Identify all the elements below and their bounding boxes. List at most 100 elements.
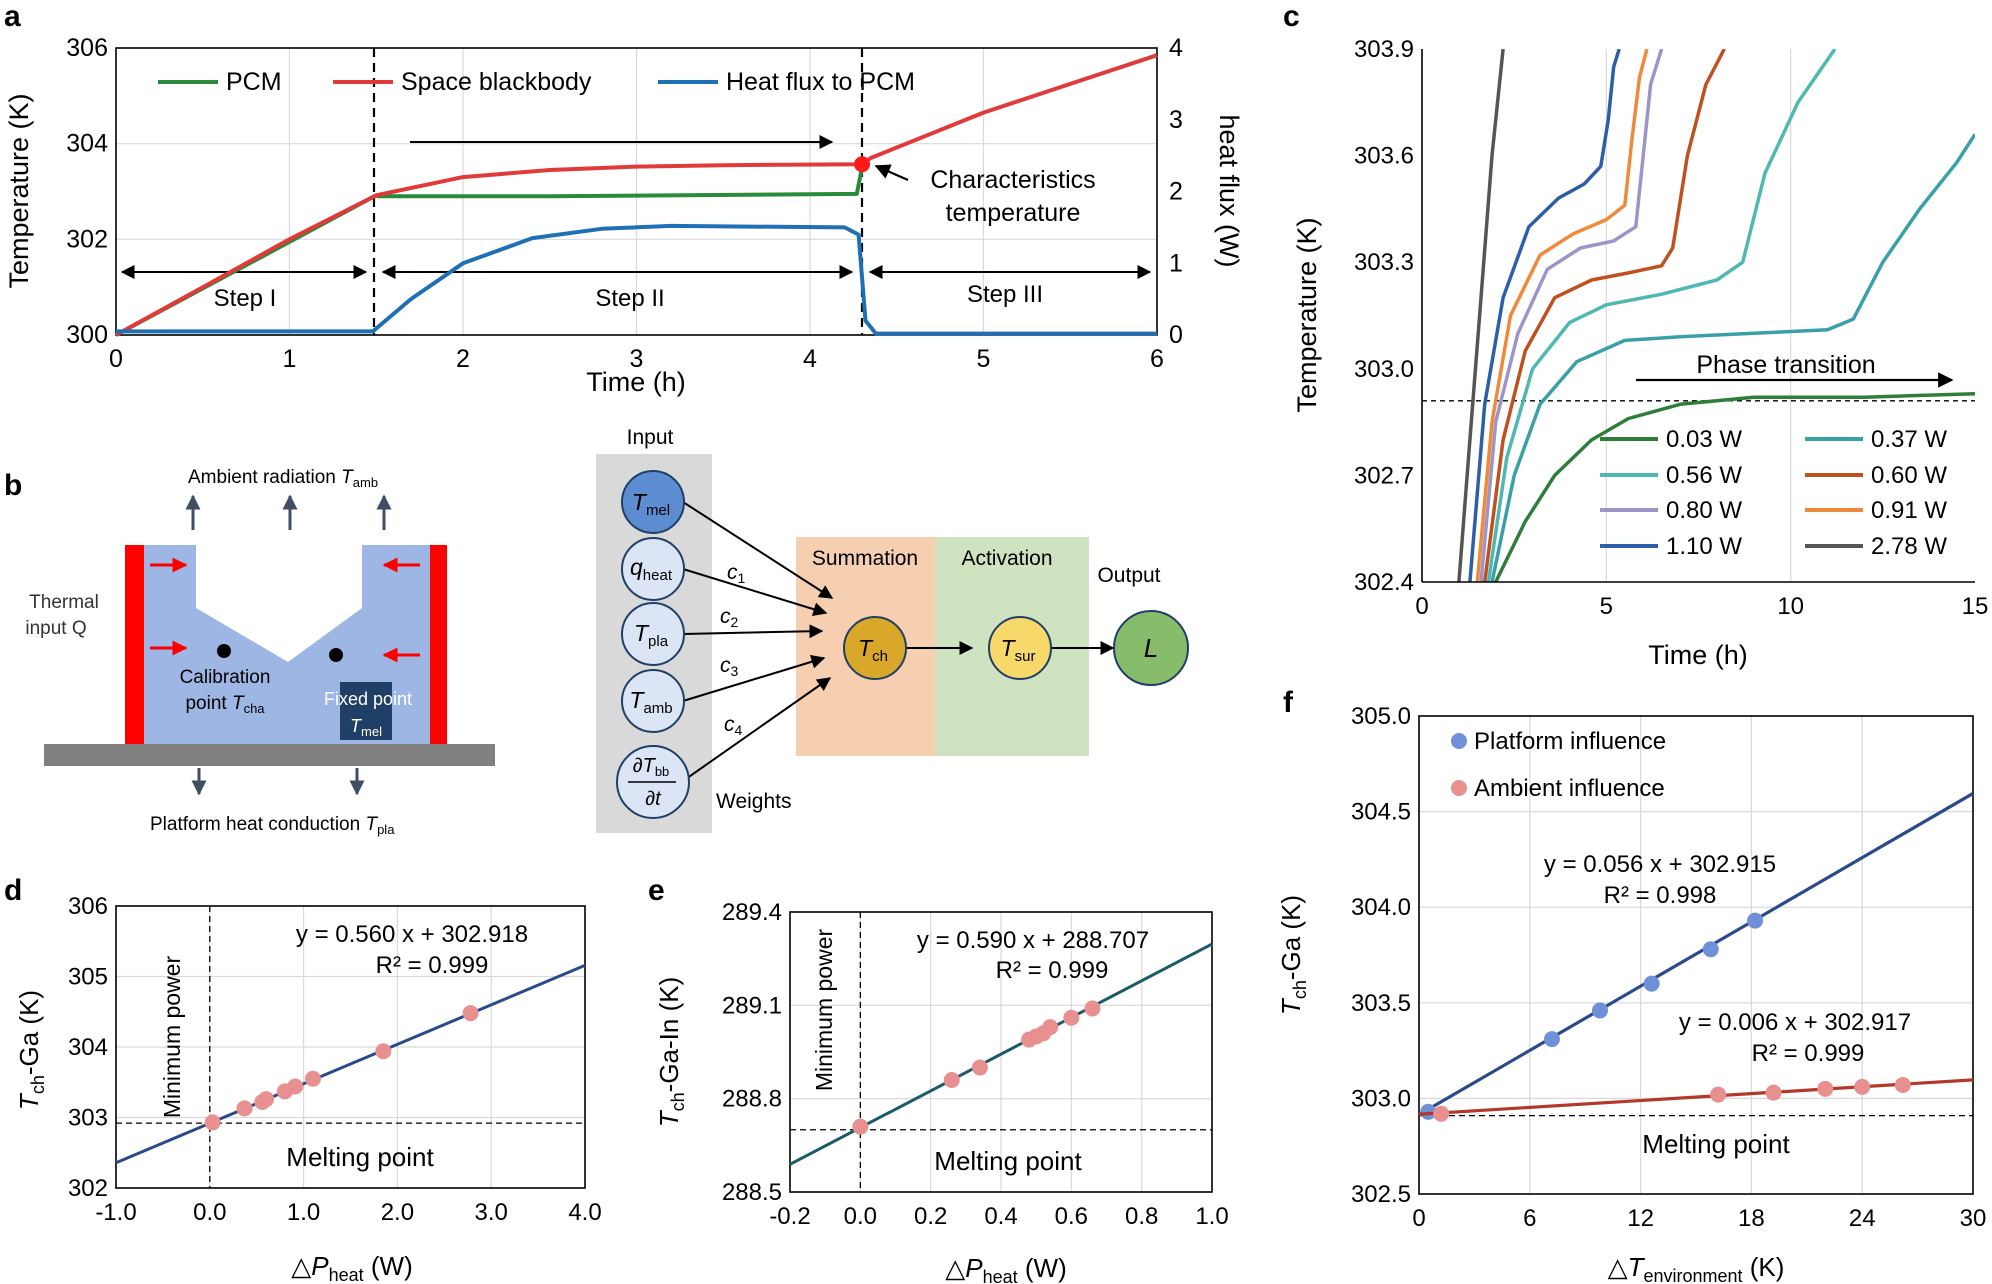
legend-label-2: 0.56 W (1666, 462, 1742, 489)
thermal-input-line1: Thermal (29, 592, 99, 613)
node-output-l-label: L (1144, 633, 1158, 663)
panel-e-equation: y = 0.590 x + 288.707 (917, 927, 1149, 954)
panel-d-x-label: △Pheat (W) (291, 1251, 412, 1284)
panel-f-ambient-equation: y = 0.006 x + 302.917 (1679, 1009, 1911, 1036)
e-y-tick: 289.4 (722, 899, 782, 926)
e-data-point (971, 1059, 988, 1076)
panel-d-frame (115, 905, 586, 1189)
panel-a-y-label: Temperature (K) (4, 93, 34, 288)
panel-a-x-label: Time (h) (586, 367, 686, 397)
panel-b-network: Input Summation Activation Output Weight… (596, 426, 1189, 833)
d-data-point (258, 1091, 275, 1108)
weight-c2: c2 (720, 605, 739, 630)
panel-f-legend: Platform influence Ambient influence (1451, 728, 1666, 802)
node-output-l (1113, 610, 1189, 686)
fixed-point-dot (329, 648, 343, 662)
calibration-label-line1: Calibration (180, 667, 271, 688)
a-x-tick: 5 (977, 345, 991, 373)
series-060w-line (1482, 49, 1726, 582)
d-data-point (236, 1100, 253, 1117)
legend-label-platform: Platform influence (1474, 728, 1666, 755)
panel-f-ambient-r2: R² = 0.999 (1752, 1040, 1865, 1067)
panel-d-y-label: Tch-Ga (K) (14, 990, 48, 1110)
characteristic-label-line1: Characteristics (930, 166, 1095, 194)
e-y-tick: 288.8 (722, 1086, 782, 1113)
legend-label-7: 2.78 W (1871, 533, 1947, 560)
node-tamb-label: Tamb (629, 687, 672, 717)
panel-f-melting-point: Melting point (1642, 1129, 1790, 1159)
panel-f-y-label: Tch-Ga (K) (1276, 895, 1310, 1015)
panel-f-grid (1419, 716, 1973, 1194)
f-y-tick: 305.0 (1351, 703, 1411, 730)
a-y2-tick: 0 (1169, 321, 1183, 349)
series-037w-line (1490, 133, 1975, 582)
panel-label-e: e (648, 874, 665, 907)
panel-f-frame (1418, 715, 1974, 1195)
a-y2-tick: 4 (1169, 34, 1183, 62)
panel-e-frame (789, 911, 1213, 1193)
e-x-tick: 0.6 (1055, 1203, 1088, 1230)
a-x-tick: 2 (456, 345, 470, 373)
panel-label-a: a (4, 0, 21, 33)
f-x-tick: 24 (1849, 1205, 1876, 1232)
panel-c-x-label: Time (h) (1648, 640, 1748, 670)
f-x-tick: 30 (1960, 1205, 1987, 1232)
legend-label-ambient: Ambient influence (1474, 775, 1665, 802)
f-platform-point (1643, 975, 1660, 992)
c-y-tick: 303.3 (1354, 249, 1414, 276)
a-x-tick: 6 (1150, 345, 1164, 373)
panel-label-f: f (1283, 686, 1294, 719)
characteristic-label-line2: temperature (946, 199, 1081, 227)
node-qheat (621, 537, 685, 601)
panel-e-scatter-chart: -0.2 0.0 0.2 0.4 0.6 0.8 1.0 288.5 288.8 289.1 289… (654, 899, 1229, 1284)
panel-e-plot (789, 912, 1213, 1192)
panel-d-r2: R² = 0.999 (376, 952, 489, 979)
d-y-tick: 305 (68, 964, 108, 991)
d-y-tick: 306 (68, 893, 108, 920)
node-tamb (621, 669, 685, 733)
node-tmel (621, 470, 685, 534)
panel-label-c: c (1283, 0, 1300, 33)
blackbody-line (115, 53, 1158, 337)
step-1-label: Step I (214, 285, 277, 312)
c-y-tick: 303.9 (1354, 36, 1414, 63)
d-x-tick: 4.0 (568, 1199, 601, 1226)
f-ambient-point (1854, 1078, 1871, 1095)
c-y-tick: 303.6 (1354, 143, 1414, 170)
thermal-input-line2: input Q (25, 618, 86, 639)
phase-transition-label: Phase transition (1696, 351, 1875, 379)
legend-label-3: 0.60 W (1871, 462, 1947, 489)
panel-e-melting-point: Melting point (934, 1146, 1082, 1176)
d-x-tick: -1.0 (95, 1199, 136, 1226)
legend-label-5: 0.91 W (1871, 497, 1947, 524)
panel-c-y-label: Temperature (K) (1292, 217, 1322, 412)
edge-tpla (682, 624, 824, 639)
panel-e-x-label: △Pheat (W) (945, 1253, 1066, 1284)
panel-label-b: b (4, 469, 22, 502)
platform-conduction-label: Platform heat conduction Tpla (150, 814, 395, 837)
edge-qheat (682, 568, 828, 616)
weight-c1: c1 (727, 561, 746, 586)
step-3-label: Step III (967, 281, 1043, 308)
panel-f-platform-r2: R² = 0.998 (1604, 882, 1717, 909)
a-x-tick: 4 (803, 345, 817, 373)
panel-label-d: d (4, 874, 22, 907)
panel-f-scatter-chart: 0 6 12 18 24 30 302.5 303.0 303.5 304.0 304.5 305.0… (1276, 703, 1986, 1284)
panel-d-minimum-power: Minimum power (159, 956, 185, 1119)
panel-f-x-label: △Tenvironment (K) (1608, 1252, 1785, 1284)
f-ambient-point (1894, 1077, 1911, 1094)
a-y-tick: 302 (66, 225, 108, 253)
d-x-tick: 1.0 (287, 1199, 320, 1226)
panel-d-scatter-chart: -1.0 0.0 1.0 2.0 3.0 4.0 302 303 304 305 306 Minim… (14, 893, 602, 1284)
series-080w-line (1479, 49, 1664, 582)
node-tch-label: Tch (858, 635, 888, 665)
fixed-point-label-line2: Tmel (350, 716, 382, 739)
panel-d-plot (115, 906, 586, 1188)
e-y-tick: 288.5 (722, 1179, 782, 1206)
output-title: Output (1097, 564, 1160, 587)
d-x-tick: 2.0 (381, 1199, 414, 1226)
edge-tmel (682, 501, 834, 599)
input-title: Input (627, 426, 674, 449)
node-derivative-numerator: ∂Tbb (633, 755, 670, 779)
calibration-point-dot (217, 644, 231, 658)
